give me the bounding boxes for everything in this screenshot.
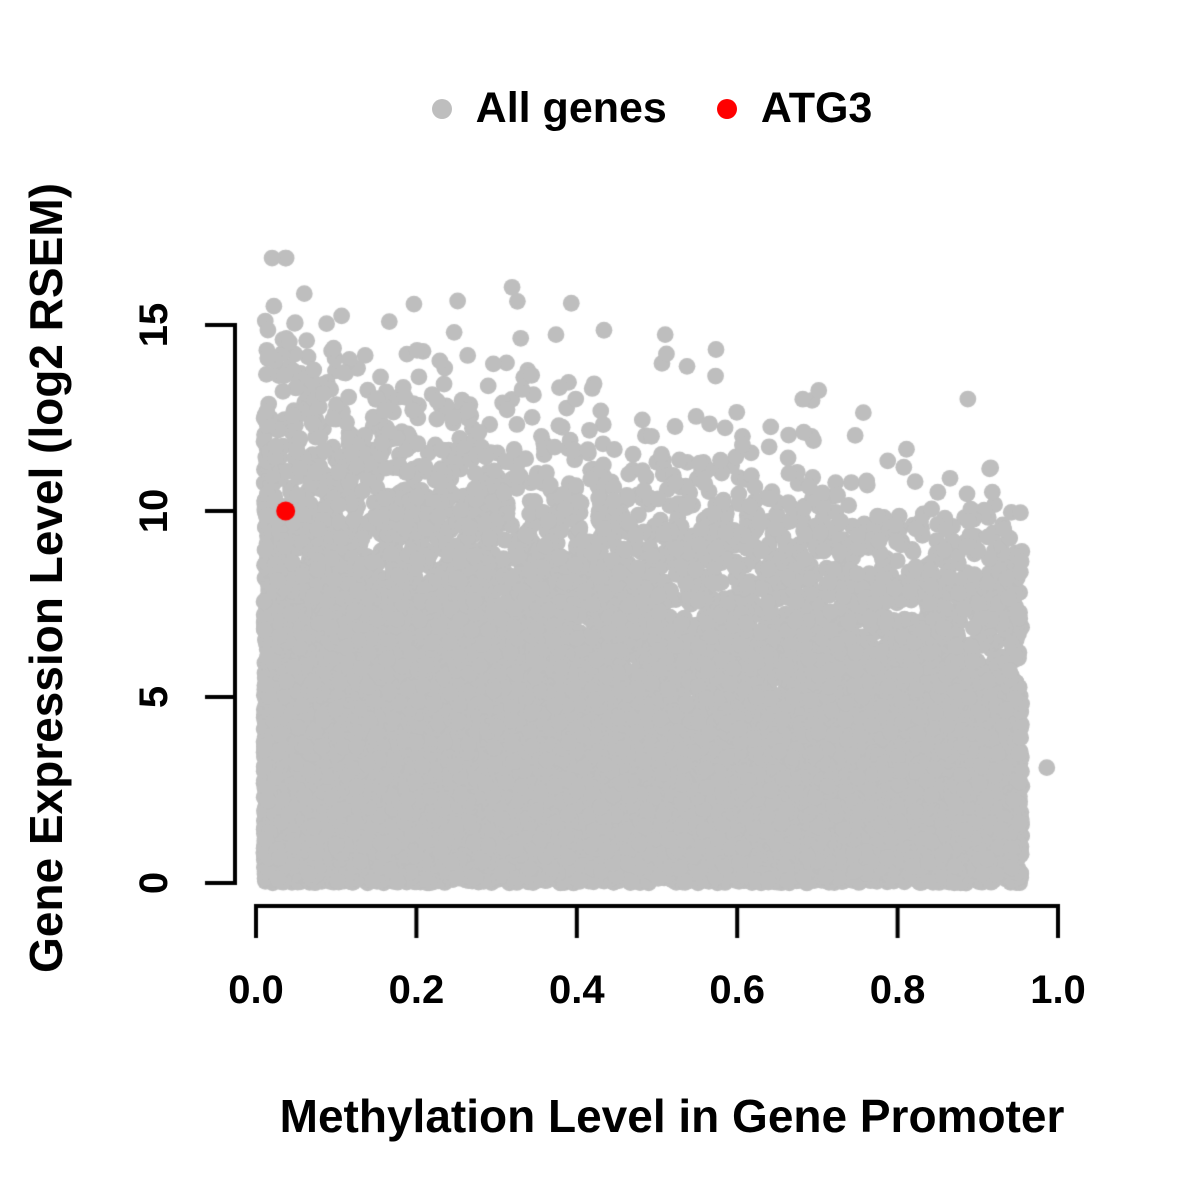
y-tick-label: 15 [132, 302, 176, 348]
legend-item-all-genes: All genes [431, 84, 667, 132]
legend: All genes ATG3 [52, 84, 1200, 132]
x-axis-title: Methylation Level in Gene Promoter [279, 1090, 1065, 1142]
x-tick-label: 0.6 [709, 968, 765, 1012]
x-tick-label: 0.2 [388, 968, 445, 1012]
legend-label-atg3: ATG3 [760, 84, 873, 132]
y-tick-label: 10 [132, 488, 176, 534]
y-tick-label: 5 [132, 685, 176, 709]
atg3-dot-icon [716, 98, 737, 119]
x-tick-label: 1.0 [1030, 968, 1086, 1012]
y-axis-title: Gene Expression Level (log2 RSEM) [20, 183, 72, 973]
y-tick-label: 0 [132, 871, 176, 895]
legend-item-atg3: ATG3 [716, 84, 873, 132]
legend-label-all-genes: All genes [475, 84, 667, 132]
x-tick-label: 0.4 [548, 968, 605, 1012]
x-tick-label: 0.0 [228, 968, 284, 1012]
all-genes-dot-icon [431, 98, 452, 119]
x-tick-label: 0.8 [869, 968, 926, 1012]
